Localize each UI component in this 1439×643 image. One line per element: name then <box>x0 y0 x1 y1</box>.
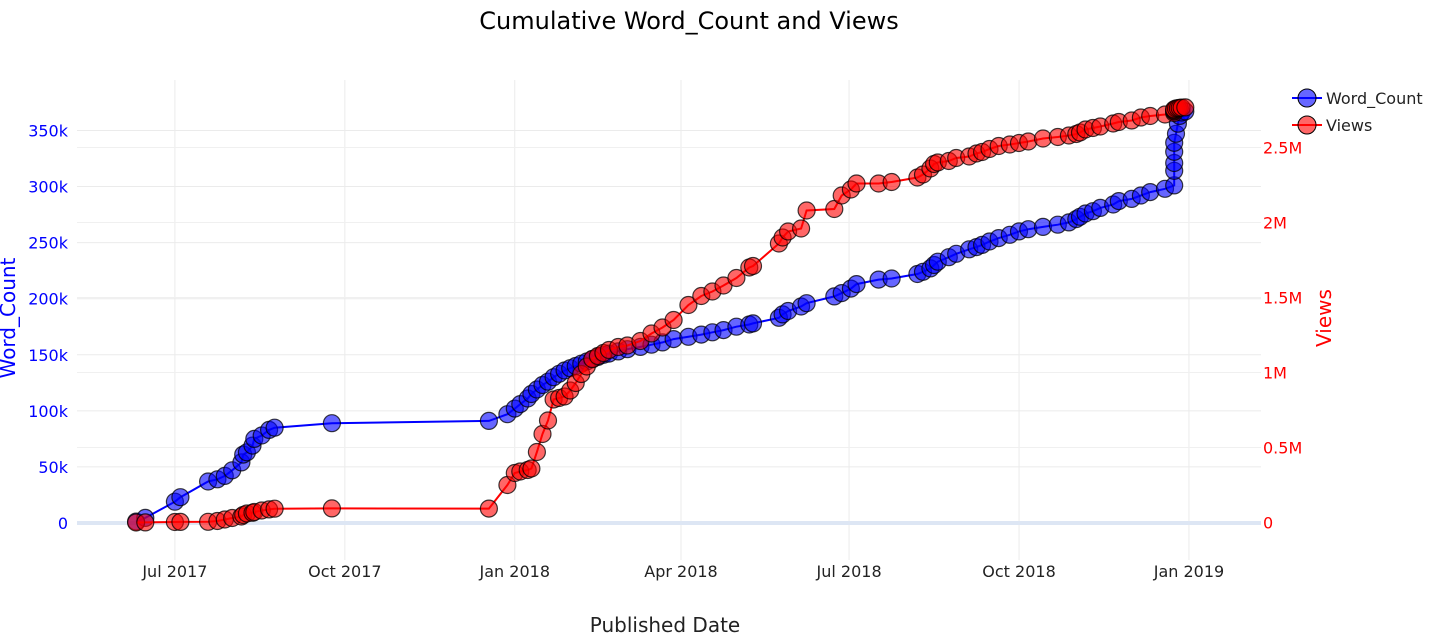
x-tick-label: Jul 2017 <box>141 562 207 581</box>
y-left-axis-title: Word_Count <box>0 257 20 378</box>
data-point-word-count[interactable] <box>847 275 866 294</box>
data-point-views[interactable] <box>791 219 811 238</box>
series-line-views <box>136 106 1186 524</box>
grid <box>77 80 1261 560</box>
x-tick-label: Jan 2019 <box>1153 562 1224 581</box>
series-word-count <box>127 102 1195 531</box>
y-right-tick-label: 1.5M <box>1263 289 1302 308</box>
data-point-views[interactable] <box>1019 132 1038 151</box>
series-line-word-count <box>135 110 1186 523</box>
y-right-tick-label: 2.5M <box>1263 139 1302 158</box>
y-left-tick-label: 200k <box>28 290 69 309</box>
x-tick-label: Oct 2018 <box>982 562 1055 581</box>
data-point-views[interactable] <box>847 174 866 193</box>
y-left-axis-ticks: 0 50k 100k 150k 200k 250k 300k 350k <box>28 121 69 533</box>
legend-item-views[interactable]: Views <box>1292 115 1372 135</box>
data-point-word-count[interactable] <box>797 294 816 313</box>
y-left-tick-label: 50k <box>38 458 68 477</box>
y-right-tick-label: 0.5M <box>1263 439 1302 458</box>
data-point-word-count[interactable] <box>882 269 901 288</box>
legend-marker-views <box>1297 115 1317 135</box>
data-point-views[interactable] <box>727 268 746 288</box>
data-point-views[interactable] <box>522 459 541 478</box>
data-point-views[interactable] <box>679 295 698 315</box>
series-views <box>127 98 1195 532</box>
data-point-views[interactable] <box>171 512 190 532</box>
y-right-tick-label: 2M <box>1263 214 1287 233</box>
x-tick-label: Jan 2018 <box>479 562 550 581</box>
chart-title: Cumulative Word_Count and Views <box>479 7 898 35</box>
y-left-tick-label: 0 <box>58 514 68 533</box>
x-tick-label: Jul 2018 <box>816 562 882 581</box>
legend[interactable]: Word_Count Views <box>1292 88 1423 135</box>
y-right-axis-title: Views <box>1312 289 1336 347</box>
data-point-views[interactable] <box>322 499 341 518</box>
series-layer <box>127 98 1195 532</box>
data-point-views[interactable] <box>527 442 547 462</box>
y-right-axis-ticks: 0 0.5M 1M 1.5M 2M 2.5M <box>1263 139 1302 533</box>
data-point-word-count[interactable] <box>479 411 498 430</box>
x-tick-label: Apr 2018 <box>644 562 717 581</box>
y-left-tick-label: 150k <box>28 346 69 365</box>
data-point-word-count[interactable] <box>1033 217 1053 236</box>
x-axis-title: Published Date <box>590 613 740 637</box>
y-left-tick-label: 300k <box>28 178 69 197</box>
data-point-word-count[interactable] <box>171 488 190 507</box>
legend-item-word-count[interactable]: Word_Count <box>1292 88 1423 109</box>
data-point-views[interactable] <box>136 513 155 532</box>
data-point-views[interactable] <box>265 499 284 518</box>
data-point-views[interactable] <box>664 310 683 330</box>
legend-label-word-count: Word_Count <box>1326 89 1423 109</box>
data-point-views[interactable] <box>882 172 901 192</box>
data-point-word-count[interactable] <box>743 314 763 333</box>
legend-label-views: Views <box>1326 116 1372 135</box>
data-point-views[interactable] <box>1176 98 1195 117</box>
data-point-word-count[interactable] <box>1141 183 1160 202</box>
data-point-word-count[interactable] <box>265 418 284 437</box>
data-point-views[interactable] <box>479 499 498 518</box>
y-right-tick-label: 1M <box>1263 364 1287 383</box>
y-left-tick-label: 100k <box>28 402 69 421</box>
x-axis-ticks: Jul 2017 Oct 2017 Jan 2018 Apr 2018 Jul 2018… <box>141 562 1224 581</box>
data-point-views[interactable] <box>743 256 763 276</box>
y-left-tick-label: 350k <box>28 121 69 140</box>
data-point-word-count[interactable] <box>322 414 341 433</box>
data-point-views[interactable] <box>797 201 816 220</box>
x-tick-label: Oct 2017 <box>308 562 381 581</box>
y-left-tick-label: 250k <box>28 234 69 253</box>
y-right-tick-label: 0 <box>1263 514 1273 533</box>
legend-marker-word-count <box>1297 88 1317 108</box>
data-point-views[interactable] <box>538 411 558 430</box>
